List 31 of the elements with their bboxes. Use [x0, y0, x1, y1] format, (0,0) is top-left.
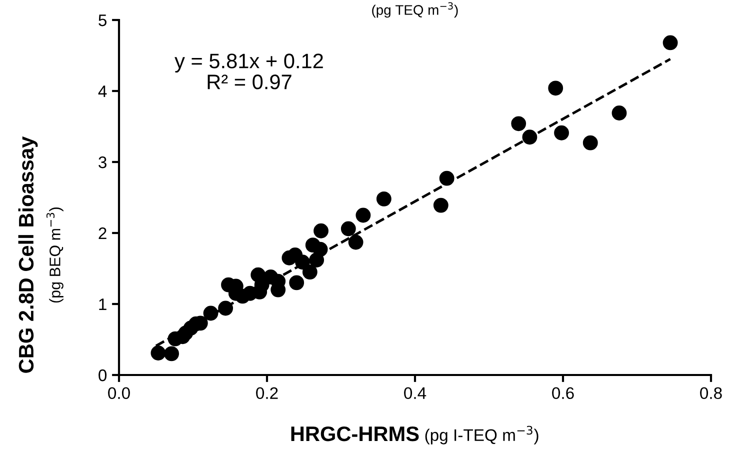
point — [164, 346, 180, 362]
point — [582, 135, 598, 150]
x-tick-label: 0.4 — [404, 387, 426, 400]
point — [356, 208, 371, 223]
y-tick-label: 3 — [98, 156, 106, 168]
y-tick-label: 1 — [99, 298, 106, 310]
y-tick-label: 2 — [98, 227, 106, 240]
y-tick-label: 0 — [98, 369, 107, 382]
y-tick-label: 4 — [98, 86, 107, 98]
point — [433, 198, 448, 213]
x-axis-title: HRGC-HRMS (pg I-TEQ m$^{−3}$) — [291, 426, 538, 444]
point — [376, 191, 392, 206]
x-tick-label: 0.2 — [256, 387, 278, 400]
point — [314, 223, 328, 238]
x-tick-label: 0.0 — [108, 387, 130, 400]
text: (pg TEQ m$^{−3}$) — [372, 2, 458, 18]
point — [612, 106, 627, 120]
point — [302, 264, 318, 280]
y-axis-title: CBG 2.8D Cell Bioassay (pg BEQ m$^{−3}$) — [18, 136, 64, 373]
point — [340, 221, 356, 236]
point — [548, 80, 564, 96]
x-tick-label: 0.6 — [552, 387, 574, 400]
point — [662, 35, 678, 50]
point — [289, 275, 304, 290]
point — [511, 116, 526, 132]
point — [348, 234, 364, 250]
point — [554, 125, 569, 140]
point — [150, 346, 166, 360]
x-tick-label: 0.8 — [700, 387, 722, 400]
annotation: y = 5.81x + 0.12 R² = 0.97 — [174, 54, 323, 90]
y-tick-label: 5 — [98, 14, 106, 26]
